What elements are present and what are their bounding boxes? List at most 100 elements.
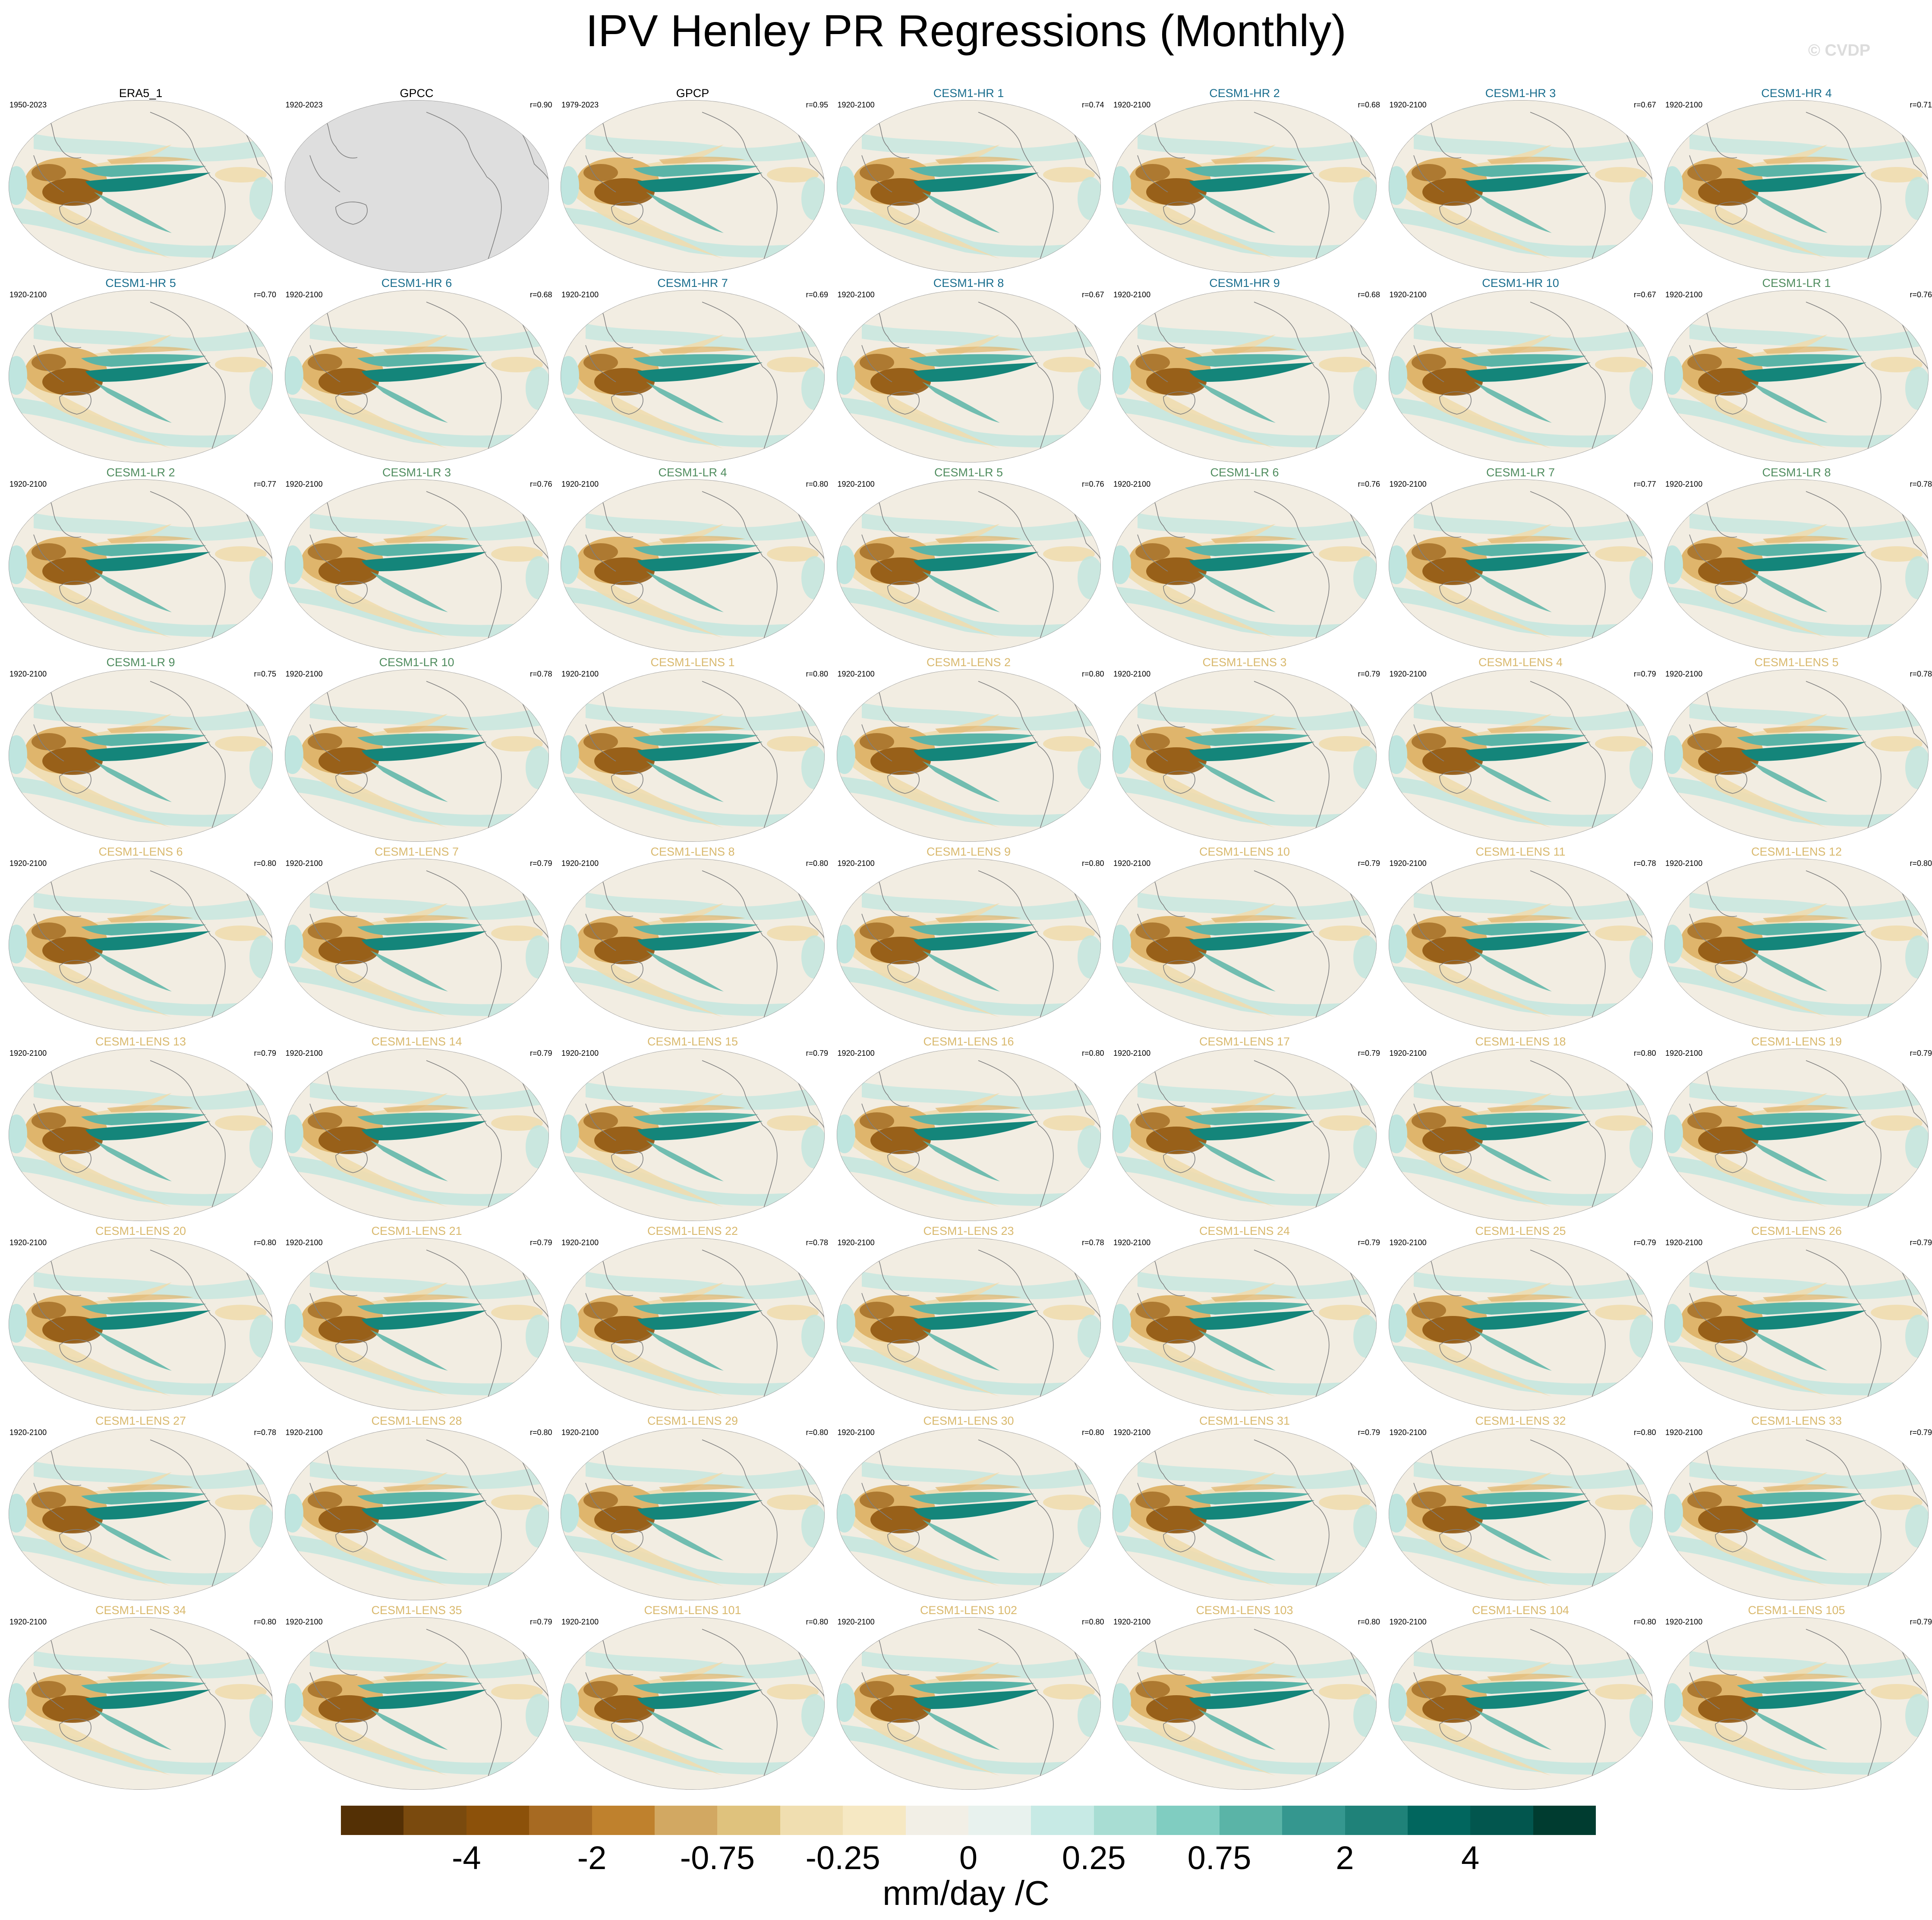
panel-period: 1920-2100	[1665, 101, 1703, 109]
world-map	[561, 1048, 825, 1221]
panel-period: 1920-2100	[837, 1618, 875, 1626]
panel-pattern-correlation: r=0.79	[1633, 669, 1656, 678]
world-map	[284, 669, 549, 842]
colorbar-swatch	[1094, 1806, 1157, 1835]
coastlines	[861, 1439, 1101, 1591]
panel-pattern-correlation: r=0.80	[806, 1428, 828, 1437]
world-map	[9, 1617, 273, 1790]
world-map	[284, 859, 549, 1031]
panel-pattern-correlation: r=0.79	[1358, 859, 1380, 868]
panel-grid: ERA5_1 1950-2023 GPCC 1920-2023 r=0.90 GPCP 19…	[3, 86, 1932, 1793]
coastlines	[1413, 870, 1653, 1022]
panel-title: CESM1-LENS 30	[923, 1414, 1014, 1427]
panel-title: CESM1-LENS 13	[95, 1035, 186, 1048]
map-panel: CESM1-LENS 10 1920-2100 r=0.79	[1106, 845, 1383, 1035]
colorbar-swatch	[1533, 1806, 1596, 1835]
coastlines	[1413, 112, 1653, 264]
panel-period: 1920-2100	[9, 290, 47, 299]
precip-anomaly-pattern	[836, 1651, 1101, 1776]
precip-anomaly-pattern	[1388, 892, 1653, 1017]
panel-pattern-correlation: r=0.80	[1081, 1618, 1104, 1626]
coastlines	[861, 1060, 1101, 1212]
coastlines	[1137, 301, 1377, 453]
panel-pattern-correlation: r=0.75	[254, 669, 276, 678]
panel-title: GPCP	[676, 87, 709, 100]
panel-title: CESM1-LENS 103	[1196, 1604, 1293, 1617]
panel-pattern-correlation: r=0.76	[1081, 480, 1104, 488]
colorbar	[341, 1806, 1596, 1835]
precip-anomaly-pattern	[1388, 1272, 1653, 1397]
panel-title: CESM1-HR 3	[1485, 87, 1556, 100]
precip-anomaly-pattern	[9, 892, 273, 1017]
map-panel: CESM1-HR 1 1920-2100 r=0.74	[831, 86, 1107, 276]
panel-period: 1920-2100	[1389, 101, 1427, 109]
coastlines	[861, 491, 1101, 643]
world-map	[1388, 859, 1653, 1031]
panel-pattern-correlation: r=0.78	[1633, 859, 1656, 868]
panel-period: 1920-2100	[561, 1618, 599, 1626]
world-map	[1388, 290, 1653, 463]
precip-anomaly-pattern	[836, 1272, 1101, 1397]
colorbar-swatch	[1157, 1806, 1220, 1835]
world-map	[1664, 669, 1929, 842]
panel-pattern-correlation: r=0.77	[254, 480, 276, 488]
panel-period: 1920-2100	[1665, 290, 1703, 299]
precip-anomaly-pattern	[284, 702, 549, 828]
panel-title: CESM1-LR 2	[106, 466, 175, 479]
precip-anomaly-pattern	[836, 1082, 1101, 1207]
panel-title: CESM1-HR 7	[657, 276, 728, 290]
panel-pattern-correlation: r=0.95	[806, 101, 828, 109]
world-map	[1388, 1238, 1653, 1410]
coastlines	[1689, 1250, 1929, 1401]
colorbar-swatch	[1470, 1806, 1533, 1835]
world-map	[561, 1238, 825, 1410]
panel-pattern-correlation: r=0.79	[1910, 1618, 1932, 1626]
panel-pattern-correlation: r=0.67	[1081, 290, 1104, 299]
map-panel: CESM1-LENS 27 1920-2100 r=0.78	[3, 1414, 279, 1604]
panel-period: 1920-2100	[837, 1048, 875, 1058]
precip-anomaly-pattern	[1388, 1461, 1653, 1586]
panel-pattern-correlation: r=0.80	[1081, 859, 1104, 868]
colorbar-swatch	[843, 1806, 906, 1835]
colorbar-tick-label: 4	[1461, 1840, 1480, 1876]
coastlines	[585, 112, 825, 264]
world-map	[1113, 1427, 1377, 1600]
world-map	[1664, 479, 1929, 652]
precip-anomaly-pattern	[9, 513, 273, 638]
world-map	[1664, 859, 1929, 1031]
colorbar-swatch	[780, 1806, 843, 1835]
world-map	[284, 1048, 549, 1221]
panel-title: CESM1-LENS 24	[1199, 1224, 1290, 1237]
panel-title: CESM1-LENS 35	[371, 1604, 462, 1617]
colorbar-tick-label: 0	[959, 1840, 978, 1876]
panel-period: 1920-2100	[1665, 1618, 1703, 1626]
panel-period: 1920-2100	[285, 1428, 323, 1437]
map-panel: CESM1-HR 4 1920-2100 r=0.71	[1658, 86, 1932, 276]
precip-anomaly-pattern	[561, 1651, 825, 1776]
panel-period: 1920-2100	[561, 1238, 599, 1247]
map-panel: CESM1-LENS 31 1920-2100 r=0.79	[1106, 1414, 1383, 1604]
panel-title: CESM1-HR 5	[105, 276, 176, 290]
coastlines	[585, 1629, 825, 1781]
panel-title: CESM1-LENS 4	[1478, 655, 1563, 669]
precip-anomaly-pattern	[1388, 513, 1653, 638]
world-map	[1664, 1427, 1929, 1600]
panel-pattern-correlation: r=0.78	[806, 1238, 828, 1247]
coastlines	[33, 870, 273, 1022]
panel-title: CESM1-LENS 8	[650, 845, 735, 858]
panel-pattern-correlation: r=0.79	[1358, 1238, 1380, 1247]
panel-pattern-correlation: r=0.76	[1910, 290, 1932, 299]
world-map	[1388, 479, 1653, 652]
panel-period: 1920-2100	[837, 101, 875, 109]
panel-title: CESM1-LENS 12	[1751, 845, 1842, 858]
precip-anomaly-pattern	[1113, 134, 1377, 259]
map-panel: CESM1-HR 2 1920-2100 r=0.68	[1106, 86, 1383, 276]
precip-anomaly-pattern	[1113, 513, 1377, 638]
world-map	[1388, 1617, 1653, 1790]
world-map	[284, 290, 549, 463]
panel-title: CESM1-HR 2	[1209, 87, 1280, 100]
panel-period: 1920-2100	[1113, 1618, 1151, 1626]
world-map	[9, 859, 273, 1031]
panel-period: 1920-2100	[9, 859, 47, 868]
map-panel: CESM1-LENS 103 1920-2100 r=0.80	[1106, 1603, 1383, 1793]
